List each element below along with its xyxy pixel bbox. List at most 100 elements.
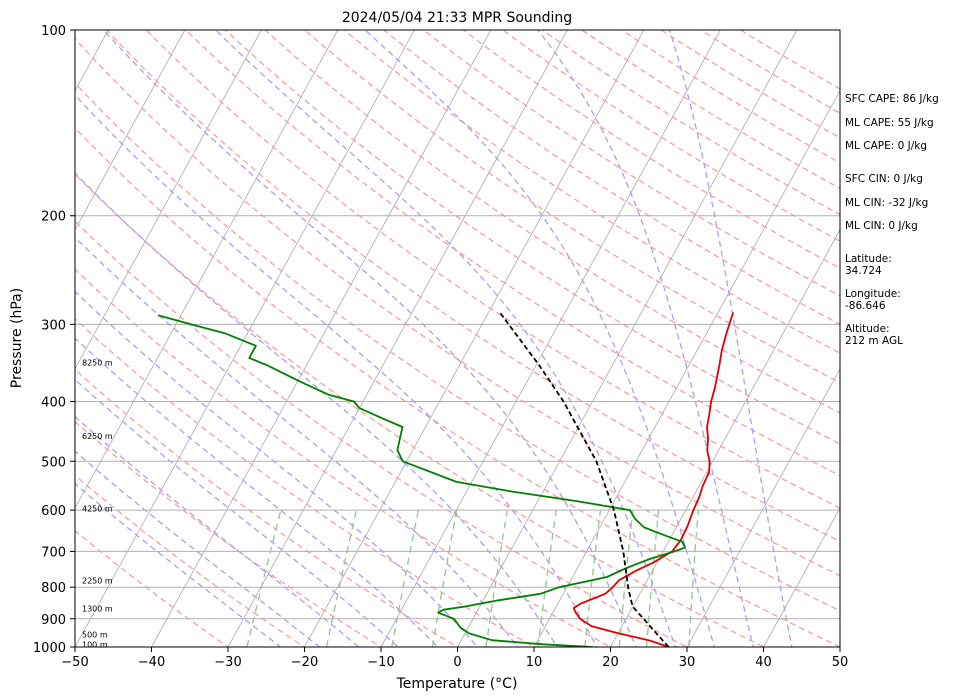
chart-title: 2024/05/04 21:33 MPR Sounding xyxy=(342,10,572,26)
height-label: 500 m xyxy=(82,631,108,640)
x-axis-label: Temperature (°C) xyxy=(396,676,518,692)
latitude-value: 34.724 xyxy=(845,265,882,277)
dry-adiabat-line xyxy=(75,127,840,647)
y-tick-label: 600 xyxy=(41,504,66,519)
dry-adiabat-line xyxy=(75,529,230,647)
sounding-series xyxy=(157,311,735,647)
height-label: 1300 m xyxy=(82,604,113,613)
mixing-ratio-line xyxy=(688,510,699,647)
isotherm-line xyxy=(763,507,840,647)
x-tick-label: 20 xyxy=(602,655,619,670)
moist-adiabat-line xyxy=(668,30,793,647)
ml-cape-label: ML CAPE: 55 J/kg xyxy=(845,117,934,129)
sfc-cape-label: SFC CAPE: 86 J/kg xyxy=(845,93,939,105)
isotherm-line xyxy=(686,368,840,647)
isotherm-line xyxy=(610,228,840,647)
y-axis-label: Pressure (hPa) xyxy=(9,288,25,388)
isotherm-line xyxy=(75,30,262,370)
isotherm-line xyxy=(151,30,492,647)
dry-adiabat-line xyxy=(660,30,840,139)
moist-adiabat-line xyxy=(75,172,558,647)
dry-adiabat-line xyxy=(382,30,840,325)
latitude-label: Latitude: xyxy=(845,253,892,265)
y-tick-label: 300 xyxy=(41,318,66,333)
isotherm-line xyxy=(304,30,645,647)
moist-adiabat-line xyxy=(75,236,519,647)
moist-adiabat-line xyxy=(75,450,321,647)
y-tick-label: 900 xyxy=(41,613,66,628)
mixing-ratio-line xyxy=(645,510,660,647)
dry-adiabat-line xyxy=(184,30,840,477)
dry-adiabat-line xyxy=(75,420,383,647)
temperature-line xyxy=(572,312,735,647)
y-tick-label: 1000 xyxy=(33,641,66,656)
x-tick-label: −30 xyxy=(214,655,241,670)
info-panel: SFC CAPE: 86 J/kg ML CAPE: 55 J/kg ML CA… xyxy=(845,93,939,347)
height-label: 8250 m xyxy=(82,359,113,368)
y-tick-label: 500 xyxy=(41,455,66,470)
ml-cin-label-2: ML CIN: 0 J/kg xyxy=(845,220,918,232)
isotherm-line xyxy=(75,30,415,647)
moist-adiabat-line xyxy=(75,94,598,647)
altitude-label: Altitude: xyxy=(845,323,890,335)
longitude-label: Longitude: xyxy=(845,288,901,300)
dry-adiabat-line xyxy=(75,173,765,647)
height-label: 2250 m xyxy=(82,576,113,585)
dry-adiabat-line xyxy=(75,317,536,647)
x-tick-label: −40 xyxy=(138,655,165,670)
y-tick-label: 800 xyxy=(41,581,66,596)
isotherm-line xyxy=(227,30,568,647)
height-label: 4250 m xyxy=(82,504,113,513)
isotherm-line xyxy=(75,30,186,231)
moist-adiabat-line xyxy=(103,30,637,647)
mixing-ratio-line xyxy=(246,509,282,647)
dry-adiabat-line xyxy=(75,474,306,647)
moist-adiabat-line xyxy=(75,290,479,647)
dry-adiabat-line xyxy=(75,82,840,612)
y-tick-label: 400 xyxy=(41,395,66,410)
x-tick-label: 50 xyxy=(832,655,849,670)
x-tick-label: 0 xyxy=(453,655,461,670)
x-tick-label: −20 xyxy=(291,655,318,670)
mixing-ratio-line xyxy=(325,509,358,647)
isotherm-line xyxy=(533,89,840,647)
dry-adiabat-line xyxy=(75,37,840,577)
x-tick-label: 10 xyxy=(526,655,543,670)
dry-adiabat-line xyxy=(145,30,840,509)
y-tick-label: 700 xyxy=(41,545,66,560)
x-tick-label: −10 xyxy=(367,655,394,670)
y-tick-label: 100 xyxy=(41,24,66,39)
moist-adiabat-line xyxy=(537,30,754,647)
pressure-grid xyxy=(75,30,840,647)
dry-adiabat-line xyxy=(75,268,612,647)
x-tick-label: 30 xyxy=(679,655,696,670)
dry-adiabat-line xyxy=(343,30,840,354)
dry-adiabat-line xyxy=(224,30,840,445)
sfc-cin-label: SFC CIN: 0 J/kg xyxy=(845,173,923,185)
y-axis-ticks: 100 200 300 400 500 600 700 800 900 1000 xyxy=(33,24,75,656)
dry-adiabat-line xyxy=(105,30,840,543)
height-label: 100 m xyxy=(82,640,108,649)
moist-adiabat-line xyxy=(364,30,715,647)
longitude-value: -86.646 xyxy=(845,300,886,312)
height-label: 6250 m xyxy=(82,432,113,441)
dry-adiabat-line xyxy=(264,30,840,414)
y-tick-label: 200 xyxy=(41,210,66,225)
mixing-ratio-line xyxy=(485,509,508,647)
isotherm-line xyxy=(457,30,798,647)
isotherm-line xyxy=(380,30,721,647)
isotherm-line xyxy=(75,30,339,509)
background-lines xyxy=(75,30,840,647)
x-axis-ticks: −50 −40 −30 −20 −10 0 10 20 30 40 50 xyxy=(61,647,848,670)
parcel-line xyxy=(499,311,670,647)
moist-adiabat-line xyxy=(215,30,676,647)
moist-adiabat-line xyxy=(75,337,439,647)
dry-adiabat-line xyxy=(75,220,689,647)
moist-adiabat-line xyxy=(75,378,400,647)
altitude-value: 212 m AGL xyxy=(845,335,903,347)
dry-adiabat-line xyxy=(699,30,840,114)
ml-cape-label-2: ML CAPE: 0 J/kg xyxy=(845,140,927,152)
moist-adiabat-line xyxy=(75,482,282,647)
